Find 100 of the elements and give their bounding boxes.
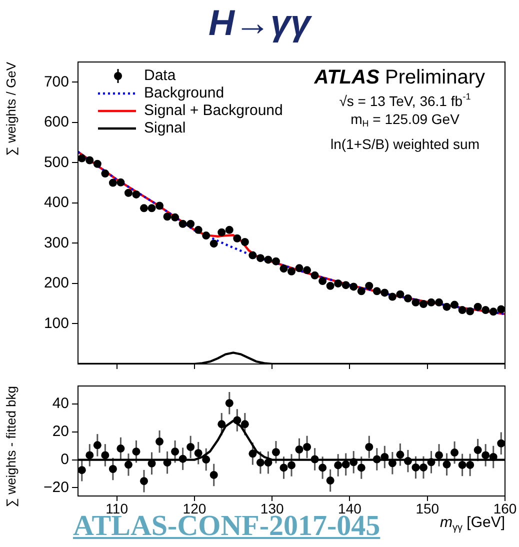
point	[116, 444, 125, 453]
point	[482, 306, 490, 314]
point	[489, 308, 498, 316]
point	[225, 399, 234, 408]
point	[288, 267, 296, 276]
point	[412, 463, 420, 472]
point	[404, 294, 412, 302]
x-tick-label: 160	[493, 500, 517, 516]
legend-label: Data	[144, 67, 176, 84]
point	[497, 439, 505, 448]
point	[350, 458, 358, 466]
y-tick-label: 400	[44, 194, 69, 212]
point	[194, 226, 202, 234]
point	[419, 463, 428, 472]
legend-label: Background	[144, 84, 224, 102]
point	[435, 451, 444, 460]
point	[264, 256, 272, 264]
point	[342, 281, 350, 290]
point	[334, 461, 342, 470]
point	[156, 202, 164, 210]
y-tick-label: 40	[52, 395, 69, 412]
point	[272, 448, 280, 456]
point	[240, 420, 249, 428]
x-tick-label: 150	[416, 500, 440, 516]
point	[256, 254, 264, 262]
point	[233, 416, 242, 424]
point	[482, 451, 490, 460]
point	[450, 300, 459, 309]
point	[248, 450, 257, 458]
point	[450, 448, 459, 457]
y-axis-title: ∑ weights / GeV	[3, 62, 18, 156]
point	[178, 220, 187, 228]
point	[396, 290, 404, 298]
line-series	[78, 150, 505, 316]
y-axis-title: ∑ weights - fitted bkg	[3, 386, 18, 508]
point	[218, 420, 226, 428]
point	[78, 154, 86, 162]
y-tick-label: 700	[44, 73, 69, 90]
point	[132, 190, 140, 198]
annotation: ln(1+S/B) weighted sum	[330, 136, 480, 152]
point	[202, 232, 210, 240]
point	[489, 453, 498, 462]
point	[210, 240, 218, 248]
point	[225, 226, 234, 234]
y-tick-label: 20	[52, 423, 69, 440]
point	[295, 445, 304, 454]
point	[93, 160, 102, 168]
point	[163, 458, 172, 467]
y-tick-label: 100	[44, 314, 69, 332]
point	[78, 466, 86, 474]
point	[334, 279, 342, 288]
point	[264, 458, 272, 467]
point	[372, 455, 381, 464]
point	[458, 306, 466, 314]
point	[148, 204, 156, 212]
point	[124, 460, 132, 469]
point	[388, 292, 396, 301]
point	[466, 307, 474, 316]
y-tick-label: 600	[44, 114, 69, 131]
point	[108, 464, 117, 473]
point	[326, 282, 334, 290]
x-tick-label: 140	[338, 500, 362, 516]
point	[256, 458, 264, 467]
point	[171, 213, 180, 222]
point	[272, 257, 280, 266]
point	[419, 300, 428, 308]
point	[178, 454, 187, 463]
point	[186, 220, 195, 228]
point	[295, 264, 304, 272]
point	[404, 457, 412, 466]
y-tick-label: 200	[44, 274, 69, 292]
point	[497, 305, 505, 314]
point	[86, 451, 94, 460]
point	[163, 212, 172, 221]
point	[140, 204, 148, 212]
point	[202, 456, 210, 464]
point	[156, 438, 164, 446]
annotation: ATLAS Preliminary	[313, 66, 485, 89]
point	[427, 298, 436, 306]
y-tick-label: 500	[44, 154, 69, 171]
legend-label: Signal + Background	[144, 102, 283, 120]
y-tick-label: 300	[44, 234, 69, 252]
point	[342, 460, 350, 468]
point	[442, 302, 451, 311]
point	[288, 461, 296, 470]
point	[218, 228, 226, 236]
point	[108, 178, 117, 187]
legend-label: Signal	[144, 120, 186, 137]
point	[186, 442, 195, 451]
point	[435, 298, 444, 306]
point	[303, 442, 312, 451]
point	[442, 460, 451, 468]
point	[280, 464, 288, 472]
point	[303, 266, 312, 274]
point	[380, 288, 389, 297]
point	[318, 277, 327, 286]
point	[318, 464, 327, 472]
point	[427, 458, 436, 466]
point	[357, 287, 366, 296]
point	[396, 450, 404, 459]
